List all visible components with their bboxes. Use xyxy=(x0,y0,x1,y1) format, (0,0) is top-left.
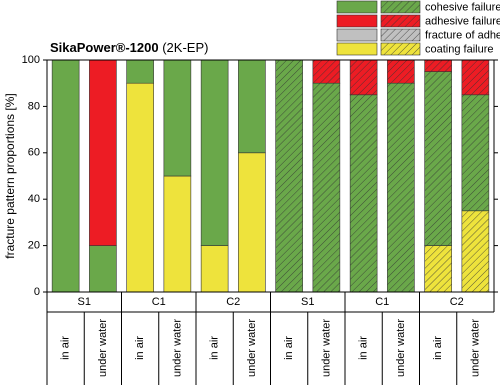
x-tick-label: in air xyxy=(432,336,444,360)
x-tick-label: in air xyxy=(283,336,295,360)
group-label: C1 xyxy=(152,296,166,308)
title: SikaPower®-1200 xyxy=(50,40,159,55)
y-axis-label: fracture pattern proportions [%] xyxy=(3,93,17,258)
x-tick-label: under water xyxy=(320,319,332,377)
legend-label: coating failure xyxy=(425,43,494,55)
bar-segment xyxy=(461,59,490,96)
y-tick-label: 0 xyxy=(34,286,40,298)
x-tick-label: in air xyxy=(134,336,146,360)
bar-segment xyxy=(461,94,490,212)
legend-swatch xyxy=(336,42,378,56)
bar-segment xyxy=(200,245,229,293)
x-tick-label: under water xyxy=(469,319,481,377)
bar-segment xyxy=(126,59,154,84)
chart-title: SikaPower®-1200 (2K-EP) xyxy=(50,40,208,55)
bar-segment xyxy=(238,59,266,154)
bar-segment xyxy=(200,59,229,246)
group-label: S1 xyxy=(301,296,314,308)
y-tick-label: 40 xyxy=(28,193,40,205)
legend-swatch-hatched xyxy=(380,0,421,14)
legend-swatch-hatched xyxy=(380,14,421,28)
bar-segment xyxy=(89,245,117,293)
bar-segment xyxy=(163,175,192,293)
subtitle: (2K-EP) xyxy=(162,40,208,55)
x-tick-label: under water xyxy=(171,319,183,377)
x-tick-label: in air xyxy=(60,336,72,360)
legend-label: fracture of adherend xyxy=(425,29,500,41)
plot-frame xyxy=(46,59,495,293)
legend-label: cohesive failure xyxy=(425,1,500,13)
x-tick-label: under water xyxy=(395,319,407,377)
legend-swatch xyxy=(336,14,378,28)
bar-segment xyxy=(424,71,452,246)
x-tick-label: in air xyxy=(209,336,221,360)
bar-segment xyxy=(163,59,192,177)
bar-segment xyxy=(349,94,378,293)
bar-segment xyxy=(312,82,341,293)
legend-swatch xyxy=(336,0,378,14)
group-label: C2 xyxy=(226,296,240,308)
y-tick-label: 20 xyxy=(28,240,40,252)
y-tick-label: 60 xyxy=(28,147,40,159)
bar-segment xyxy=(51,59,80,293)
group-label: C1 xyxy=(375,296,389,308)
bar-segment xyxy=(424,59,452,72)
x-tick-label: under water xyxy=(97,319,109,377)
bar-segment xyxy=(387,59,415,84)
legend-swatch-hatched xyxy=(380,28,421,42)
bar-segment xyxy=(461,210,490,293)
legend-label: adhesive failure xyxy=(425,15,500,27)
bar-segment xyxy=(126,82,154,293)
bar-segment xyxy=(312,59,341,84)
bar-segment xyxy=(387,82,415,293)
group-label: S1 xyxy=(78,296,91,308)
bar-segment xyxy=(238,152,266,293)
y-tick-label: 100 xyxy=(22,54,40,66)
legend-swatch-hatched xyxy=(380,42,421,56)
bar-segment xyxy=(349,59,378,96)
bar-segment xyxy=(89,59,117,246)
x-tick-label: in air xyxy=(358,336,370,360)
group-label: C2 xyxy=(450,296,464,308)
x-tick-label: under water xyxy=(246,319,258,377)
y-tick-label: 80 xyxy=(28,100,40,112)
legend-swatch xyxy=(336,28,378,42)
bar-segment xyxy=(275,59,303,293)
bar-segment xyxy=(424,245,452,293)
